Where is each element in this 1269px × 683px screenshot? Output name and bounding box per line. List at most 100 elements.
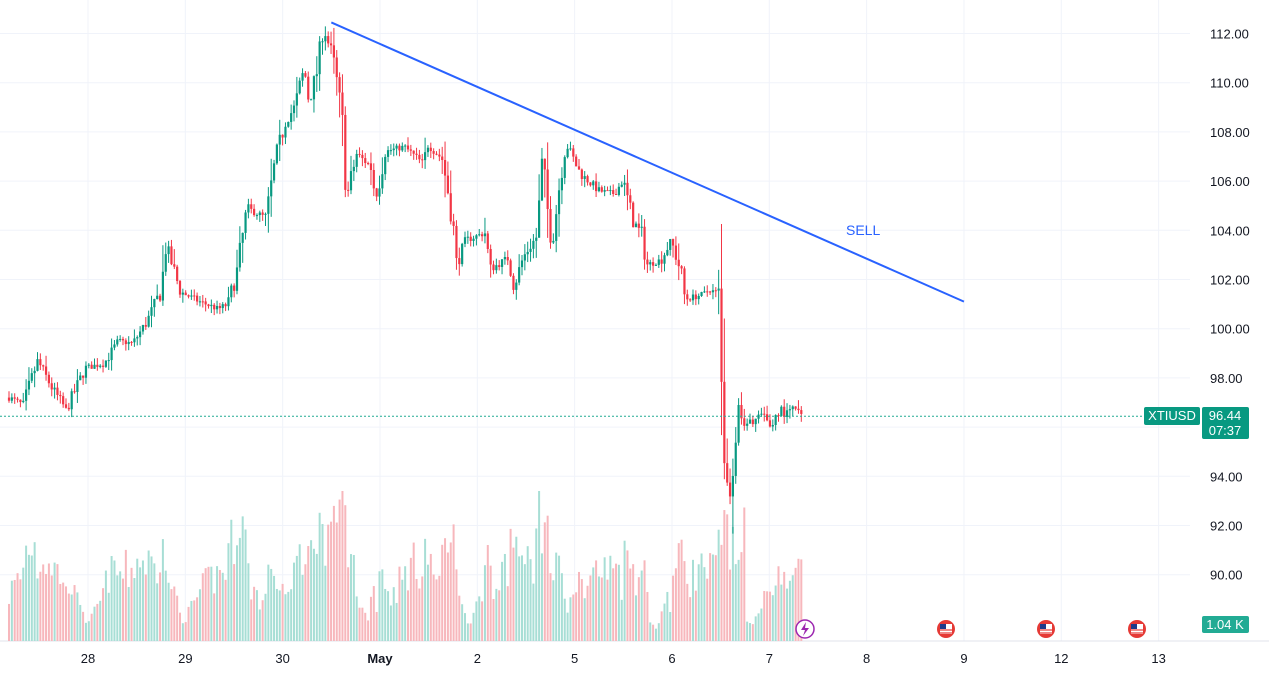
x-tick-label: 29 (178, 651, 192, 666)
volume-bar (575, 592, 578, 641)
candle (392, 143, 395, 157)
candle (469, 232, 472, 247)
volume-bar (238, 537, 241, 641)
y-tick-label: 100.00 (1210, 322, 1250, 337)
candle (429, 142, 432, 159)
candle (449, 170, 452, 225)
volume-bar (751, 624, 754, 641)
volume-bar (122, 578, 124, 641)
volume-bar (475, 601, 478, 641)
us-flag-event-icon[interactable] (1037, 620, 1055, 638)
candle (603, 185, 606, 197)
candle (495, 258, 498, 274)
volume-bar (603, 557, 606, 641)
candle (178, 280, 182, 298)
candle (310, 98, 313, 101)
candle (538, 174, 541, 238)
volume-bar (127, 587, 130, 641)
volume-bar (76, 592, 79, 641)
volume-bar (193, 600, 196, 641)
volume-bar (435, 579, 438, 641)
candle (660, 251, 663, 273)
volume-bar (315, 553, 318, 641)
us-flag-event-icon[interactable] (937, 620, 955, 638)
candle (740, 392, 743, 425)
candle (386, 146, 390, 163)
y-tick-label: 106.00 (1210, 174, 1250, 189)
volume-bar (532, 583, 535, 641)
candle (116, 335, 119, 347)
volume-bar (33, 542, 36, 641)
volume-bar (660, 611, 663, 641)
volume-bar (36, 578, 39, 641)
volume-bar (221, 572, 224, 641)
volume-bar (130, 567, 133, 641)
volume-bar (355, 596, 358, 641)
candle (549, 196, 552, 249)
candle (780, 405, 783, 417)
countdown-label: 07:37 (1209, 423, 1242, 438)
volume-bar (692, 559, 694, 641)
volume-bar (592, 567, 595, 641)
volume-bar (133, 578, 136, 641)
lightning-event-icon[interactable] (795, 619, 815, 639)
volume-bar (156, 583, 159, 641)
candle (190, 289, 193, 300)
candle (557, 178, 561, 237)
volume-bar (546, 515, 549, 641)
candle (267, 187, 270, 233)
volume-bar (657, 623, 660, 641)
candle (595, 173, 598, 198)
volume-bar (369, 596, 372, 641)
volume-bar (444, 538, 447, 641)
candle (748, 413, 752, 424)
volume-bar (754, 616, 757, 641)
candle (606, 186, 609, 192)
volume-bar (771, 595, 774, 641)
volume-bar (310, 540, 313, 641)
volume-bar (666, 591, 669, 641)
volume-bar (777, 566, 780, 641)
volume-bar (59, 583, 62, 641)
volume-bar (224, 579, 227, 641)
candle (543, 158, 546, 198)
candle (577, 159, 581, 170)
candle (298, 77, 301, 95)
candle (569, 141, 572, 151)
sell-annotation: SELL (846, 222, 880, 238)
chart-grid (0, 0, 1269, 642)
candle (691, 289, 695, 305)
volume-bar (632, 564, 635, 641)
candle (127, 336, 130, 351)
candle (726, 438, 729, 486)
candle (181, 288, 184, 303)
volume-bar (341, 491, 344, 641)
candle (424, 137, 427, 169)
volume-bar (96, 603, 99, 641)
candle (463, 231, 467, 248)
candle (307, 71, 310, 103)
volume-bar (774, 585, 777, 641)
volume-bar (723, 510, 726, 641)
volume-bar (392, 587, 395, 641)
last-price-badge (1202, 407, 1249, 439)
candle (84, 361, 88, 384)
volume-bar (144, 574, 147, 641)
volume-bar (569, 597, 572, 641)
volume-bar (124, 549, 127, 641)
candle (27, 367, 31, 396)
volume-bar (227, 543, 230, 641)
candle (720, 224, 723, 436)
candle (680, 265, 683, 275)
volume-bar (515, 536, 518, 641)
candle (338, 72, 341, 118)
volume-bar (529, 559, 532, 641)
volume-bar (421, 576, 424, 641)
volume-bar (141, 560, 144, 641)
us-flag-event-icon[interactable] (1128, 620, 1146, 638)
volume-bar (746, 621, 749, 641)
volume-bar (307, 546, 310, 641)
candle (555, 204, 558, 253)
candle (198, 296, 202, 307)
volume-bar (275, 588, 278, 641)
